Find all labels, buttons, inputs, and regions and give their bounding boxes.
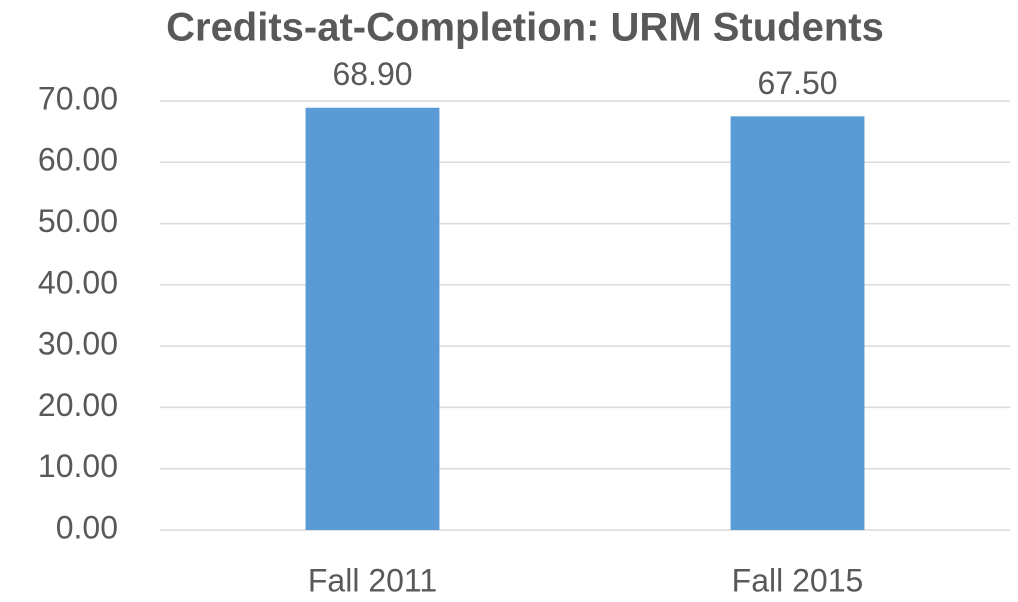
chart-title: Credits-at-Completion: URM Students <box>166 6 884 50</box>
y-tick-label: 70.00 <box>38 80 118 116</box>
y-tick-label: 20.00 <box>38 387 118 423</box>
value-label: 67.50 <box>757 65 837 101</box>
y-tick-label: 40.00 <box>38 264 118 300</box>
y-tick-label: 60.00 <box>38 142 118 178</box>
x-tick-label: Fall 2015 <box>732 562 864 598</box>
bar <box>730 116 865 531</box>
y-tick-label: 30.00 <box>38 326 118 362</box>
value-label: 68.90 <box>332 56 412 92</box>
bar <box>305 107 440 531</box>
y-tick-label: 0.00 <box>56 509 118 545</box>
y-tick-label: 50.00 <box>38 203 118 239</box>
x-tick-label: Fall 2011 <box>308 562 437 598</box>
y-tick-label: 10.00 <box>38 448 118 484</box>
